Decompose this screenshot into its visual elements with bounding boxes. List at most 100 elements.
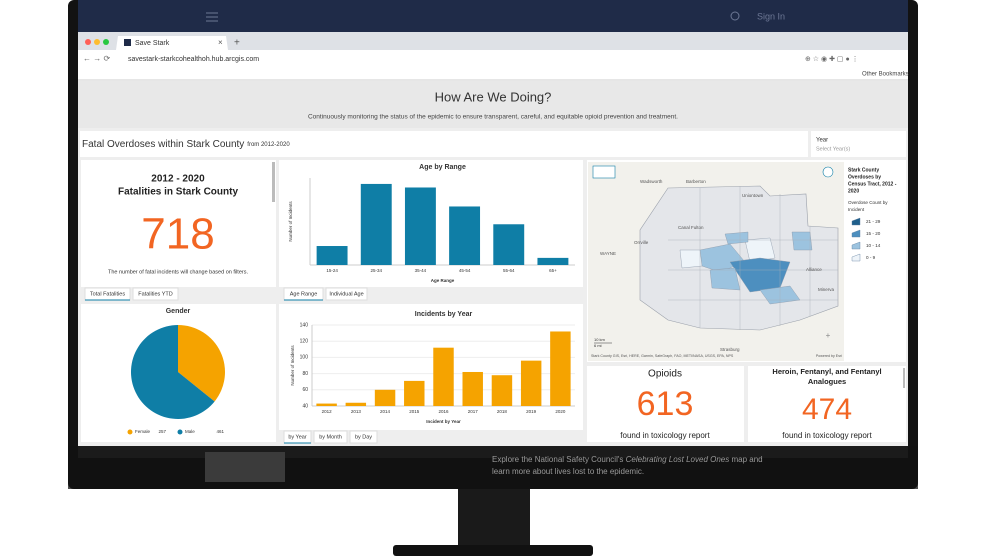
place-label: WAYNE	[600, 251, 616, 256]
x-axis-label: Incident by Year	[426, 419, 461, 424]
map-attribution: Stark County GIS, Esri, HERE, Garmin, Sa…	[591, 354, 734, 358]
section-bar	[80, 131, 808, 157]
legend-swatch	[851, 217, 861, 226]
scrollbar	[272, 162, 275, 202]
max-dot[interactable]	[103, 39, 109, 45]
fatalities-card	[81, 160, 276, 287]
map-powered: Powered by Esri	[816, 354, 842, 358]
min-dot[interactable]	[94, 39, 100, 45]
heroin-card	[748, 366, 906, 442]
opioids-value: 613	[637, 385, 694, 423]
legend-swatch[interactable]	[127, 429, 133, 435]
tab[interactable]	[325, 287, 368, 301]
tab-label[interactable]: Total Fatalities	[90, 291, 125, 297]
x-tick-label: 2015	[409, 409, 420, 414]
section-title-main: Fatal Overdoses within Stark County	[82, 139, 244, 150]
legend-swatch[interactable]	[177, 429, 183, 435]
legend-label[interactable]: Female	[135, 429, 151, 434]
tab-label[interactable]: by Year	[288, 434, 307, 440]
place-label: Orrville	[634, 240, 649, 245]
menu-icon[interactable]	[206, 12, 218, 22]
heroin-note: found in toxicology report	[782, 431, 872, 440]
place-label: Canal Fulton	[678, 225, 704, 230]
y-tick-label: 100	[300, 355, 309, 361]
footer-link[interactable]: Celebrating Lost Loved Ones	[626, 455, 730, 464]
bar	[462, 371, 483, 406]
y-axis-label: Number of Incidents	[290, 345, 295, 386]
toolbar	[78, 50, 908, 67]
heroin-title: Analogues	[808, 377, 846, 386]
x-tick-label: 2012	[322, 409, 333, 414]
site-nav	[78, 0, 908, 32]
url[interactable]: savestark-starkcohealthoh.hub.arcgis.com	[128, 56, 259, 63]
zoom-controls[interactable]: +	[826, 331, 831, 340]
place-label: Minerva	[818, 287, 835, 292]
legend-count[interactable]: 461	[216, 429, 224, 434]
x-tick-label: 2020	[555, 409, 566, 414]
map-legend-subtitle: Incident	[848, 207, 865, 212]
search-icon[interactable]	[730, 11, 740, 21]
map-legend-subtitle: Overdose Count by	[848, 200, 888, 205]
kpi-title: Fatalities in Stark County	[118, 187, 238, 198]
footer-line2: learn more about lives lost to the epide…	[492, 467, 644, 476]
bar	[404, 380, 425, 406]
chart-title: Age by Range	[419, 164, 466, 171]
bookmarks[interactable]: Other Bookmarks	[862, 72, 909, 78]
sign-in[interactable]: Sign In	[757, 11, 785, 21]
kpi-value: 718	[141, 210, 214, 259]
nav-buttons[interactable]: ← → ⟳	[83, 54, 110, 63]
tab-label[interactable]: Individual Age	[329, 291, 363, 297]
x-tick-label: 2016	[438, 409, 449, 414]
scale-label: 10 km	[594, 337, 606, 342]
tab-label[interactable]: by Month	[319, 434, 342, 440]
map-legend-title: Census Tract, 2012 -	[848, 181, 897, 187]
map-tool[interactable]	[592, 165, 616, 179]
tab[interactable]	[132, 287, 179, 301]
census-tract	[744, 237, 776, 263]
kpi-note: The number of fatal incidents will chang…	[108, 269, 248, 275]
tab[interactable]	[349, 430, 378, 444]
legend-swatch	[851, 229, 861, 238]
heroin-value: 474	[802, 393, 852, 426]
legend-label[interactable]: Male	[185, 429, 195, 434]
monitor-neck	[458, 486, 530, 548]
toolbar-icons[interactable]: ⊕ ☆ ◉ ✚ ▢ ● ⋮	[805, 55, 859, 63]
chart-title: Incidents by Year	[415, 311, 473, 318]
bar	[360, 183, 392, 265]
bar	[374, 389, 396, 406]
x-tick-label: 45-54	[459, 268, 471, 273]
x-tick-label: 55-64	[503, 268, 515, 273]
x-tick-label: 2018	[497, 409, 508, 414]
tab-label[interactable]: by Day	[355, 434, 372, 440]
tab-close[interactable]: ×	[218, 38, 223, 47]
close-dot[interactable]	[85, 39, 91, 45]
legend-swatch	[851, 253, 861, 262]
tab-label[interactable]: Fatalities YTD	[138, 291, 172, 297]
footer-line1: Explore the National Safety Council's Ce…	[492, 455, 763, 464]
y-tick-label: 80	[302, 371, 308, 377]
y-tick-label: 140	[300, 322, 309, 328]
monitor-base	[393, 545, 593, 556]
legend-label: 10 - 14	[866, 243, 881, 248]
photo-strip	[205, 452, 285, 482]
x-tick-label: 25-34	[370, 268, 382, 273]
tab[interactable]	[313, 430, 348, 444]
bar	[404, 187, 436, 265]
footer-text: map and	[729, 455, 762, 464]
scale-label: 6 mi	[594, 343, 602, 348]
tab[interactable]	[116, 36, 228, 50]
year-filter[interactable]	[811, 131, 906, 157]
tab-title[interactable]: Save Stark	[135, 40, 170, 47]
legend-count[interactable]: 257	[158, 429, 166, 434]
bookmarks-bar	[78, 67, 908, 80]
year-placeholder[interactable]: Select Year(s)	[816, 146, 850, 152]
tab-label[interactable]: Age Range	[290, 291, 318, 297]
place-label: Alliance	[806, 267, 822, 272]
scrollbar	[903, 368, 905, 388]
map-tool[interactable]	[822, 166, 834, 178]
census-tract	[729, 257, 791, 293]
new-tab[interactable]: +	[234, 38, 240, 49]
page-title: How Are We Doing?	[435, 89, 552, 104]
